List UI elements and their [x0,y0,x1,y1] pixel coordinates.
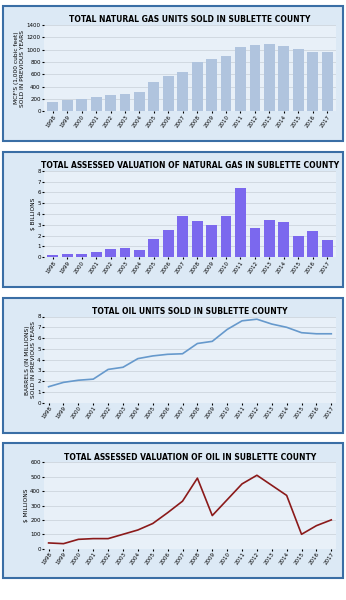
Bar [120,94,130,112]
Bar [249,45,260,112]
Title: TOTAL NATURAL GAS UNITS SOLD IN SUBLETTE COUNTY: TOTAL NATURAL GAS UNITS SOLD IN SUBLETTE… [69,15,311,24]
Title: TOTAL OIL UNITS SOLD IN SUBLETTE COUNTY: TOTAL OIL UNITS SOLD IN SUBLETTE COUNTY [92,307,288,316]
Bar [76,254,87,257]
Bar [148,82,159,112]
Bar [322,52,333,112]
Bar [134,250,145,257]
Bar [235,47,246,112]
Bar [279,222,289,257]
Bar [62,254,73,257]
Bar [192,62,203,112]
Bar [163,76,174,112]
Bar [76,98,87,112]
Bar [249,228,260,257]
Bar [264,44,275,112]
Bar [105,95,116,112]
Y-axis label: MCF'S (1,000 cubic feet)
SOLD IN PREVIOUS YEARS: MCF'S (1,000 cubic feet) SOLD IN PREVIOU… [15,29,25,107]
Bar [163,230,174,257]
Bar [221,216,231,257]
Bar [279,46,289,112]
Y-axis label: $ MILLIONS: $ MILLIONS [24,489,29,522]
Bar [177,72,188,112]
Title: TOTAL ASSESSED VALUATION OF NATURAL GAS IN SUBLETTE COUNTY: TOTAL ASSESSED VALUATION OF NATURAL GAS … [41,161,339,170]
Bar [134,92,145,112]
Y-axis label: BARRELS (IN MILLIONS)
SOLD IN PREVIOUS YEARS: BARRELS (IN MILLIONS) SOLD IN PREVIOUS Y… [25,321,36,398]
Bar [91,97,101,112]
Bar [206,225,217,257]
Bar [235,188,246,257]
Bar [105,250,116,257]
Title: TOTAL ASSESSED VALUATION OF OIL IN SUBLETTE COUNTY: TOTAL ASSESSED VALUATION OF OIL IN SUBLE… [64,452,316,461]
Bar [322,241,333,257]
Bar [91,252,101,257]
Bar [264,220,275,257]
Bar [177,216,188,257]
Bar [62,100,73,112]
Bar [293,49,304,112]
Bar [206,59,217,112]
Bar [47,102,58,112]
Bar [307,230,318,257]
Bar [221,56,231,112]
Bar [293,235,304,257]
Bar [192,221,203,257]
Bar [148,239,159,257]
Bar [47,255,58,257]
Bar [120,248,130,257]
Bar [307,52,318,112]
Y-axis label: $ BILLIONS: $ BILLIONS [31,198,36,230]
